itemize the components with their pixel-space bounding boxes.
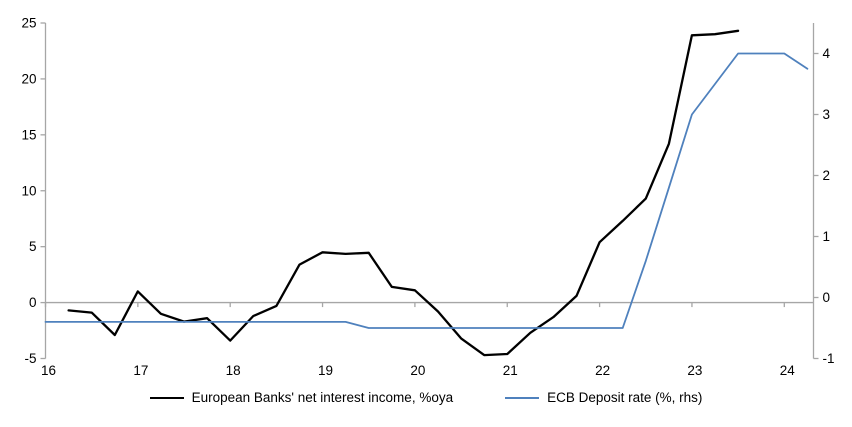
- x-axis-tick-label: 19: [318, 363, 333, 378]
- series-line-ecb-deposit-rate: [44, 52, 809, 329]
- right-axis-tick-label: 3: [823, 107, 831, 122]
- left-axis-tick-label: 15: [21, 127, 36, 142]
- right-axis-tick-label: -1: [823, 351, 835, 366]
- right-axis-tick-label: 2: [823, 168, 831, 183]
- left-axis-tick-label: 0: [29, 295, 37, 310]
- left-axis-tick-label: 20: [21, 71, 36, 86]
- series-line-net-interest-income: [67, 29, 740, 357]
- legend-label-ecb: ECB Deposit rate (%, rhs): [547, 390, 703, 405]
- left-axis-tick-label: 25: [21, 16, 36, 31]
- right-axis-tick-label: 1: [823, 229, 831, 244]
- legend-line-swatch-nii: [149, 396, 184, 399]
- x-axis-tick-label: 20: [410, 363, 425, 378]
- x-axis-tick-label: 18: [226, 363, 241, 378]
- legend-item-nii: European Banks' net interest income, %oy…: [149, 390, 454, 405]
- x-axis-tick-label: 17: [133, 363, 148, 378]
- right-axis-tick-label: 4: [823, 46, 831, 61]
- chart-legend: European Banks' net interest income, %oy…: [0, 390, 852, 405]
- right-axis-tick-label: 0: [823, 290, 831, 305]
- x-axis-tick-label: 23: [687, 363, 702, 378]
- x-axis-tick-label: 24: [780, 363, 796, 378]
- left-axis-tick-label: -5: [24, 351, 36, 366]
- legend-line-swatch-ecb: [505, 396, 540, 399]
- x-axis-tick-label: 22: [595, 363, 610, 378]
- legend-item-ecb: ECB Deposit rate (%, rhs): [505, 390, 702, 405]
- left-axis-tick-label: 5: [29, 239, 37, 254]
- x-axis-tick-label: 21: [503, 363, 518, 378]
- legend-label-nii: European Banks' net interest income, %oy…: [191, 390, 454, 405]
- x-axis-tick-label: 16: [41, 363, 56, 378]
- left-axis-tick-label: 10: [21, 183, 36, 198]
